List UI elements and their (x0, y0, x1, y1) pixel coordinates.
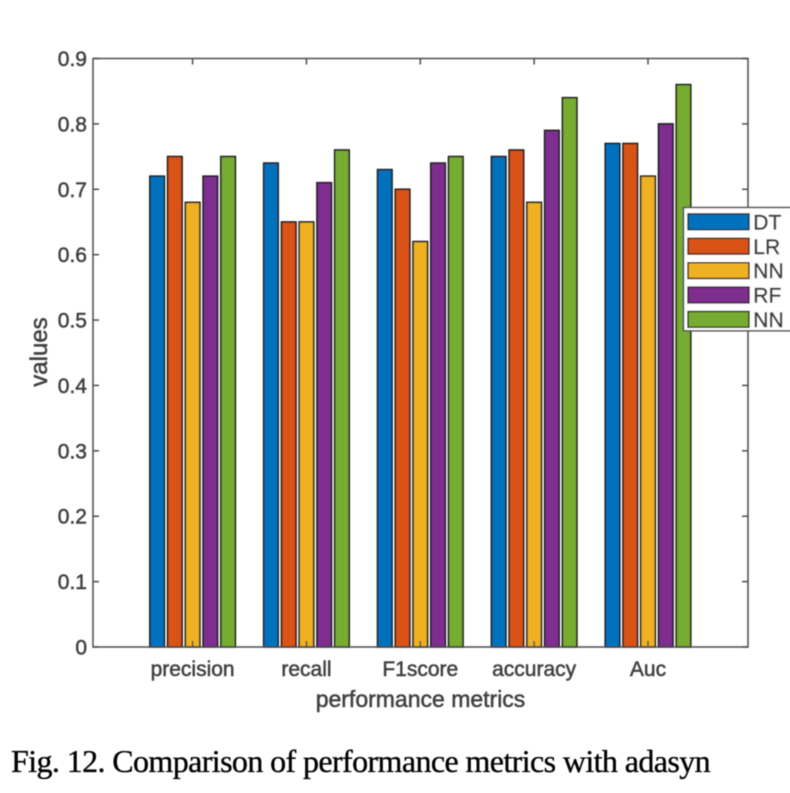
svg-text:Fig. 12. Comparison of perform: Fig. 12. Comparison of performance metri… (11, 743, 711, 779)
svg-text:performance metrics: performance metrics (316, 686, 526, 712)
svg-text:values: values (26, 317, 53, 386)
svg-text:DT: DT (753, 211, 781, 234)
svg-text:NN: NN (753, 309, 783, 332)
svg-text:0.5: 0.5 (58, 310, 87, 333)
svg-text:RF: RF (753, 285, 781, 308)
svg-text:LR: LR (753, 236, 780, 259)
svg-text:0: 0 (75, 637, 87, 660)
svg-text:precision: precision (151, 658, 235, 681)
svg-text:NN: NN (753, 260, 783, 283)
svg-text:0.7: 0.7 (58, 179, 87, 202)
svg-text:F1score: F1score (382, 658, 458, 681)
svg-text:0.8: 0.8 (58, 113, 87, 136)
svg-text:0.3: 0.3 (58, 440, 87, 463)
svg-text:accuracy: accuracy (492, 658, 577, 681)
svg-text:0.1: 0.1 (58, 571, 87, 594)
svg-text:recall: recall (281, 658, 331, 681)
svg-text:0.4: 0.4 (58, 375, 88, 398)
svg-text:Auc: Auc (630, 658, 666, 681)
svg-text:0.2: 0.2 (58, 506, 87, 529)
svg-text:0.9: 0.9 (58, 48, 87, 71)
svg-text:0.6: 0.6 (58, 244, 87, 267)
